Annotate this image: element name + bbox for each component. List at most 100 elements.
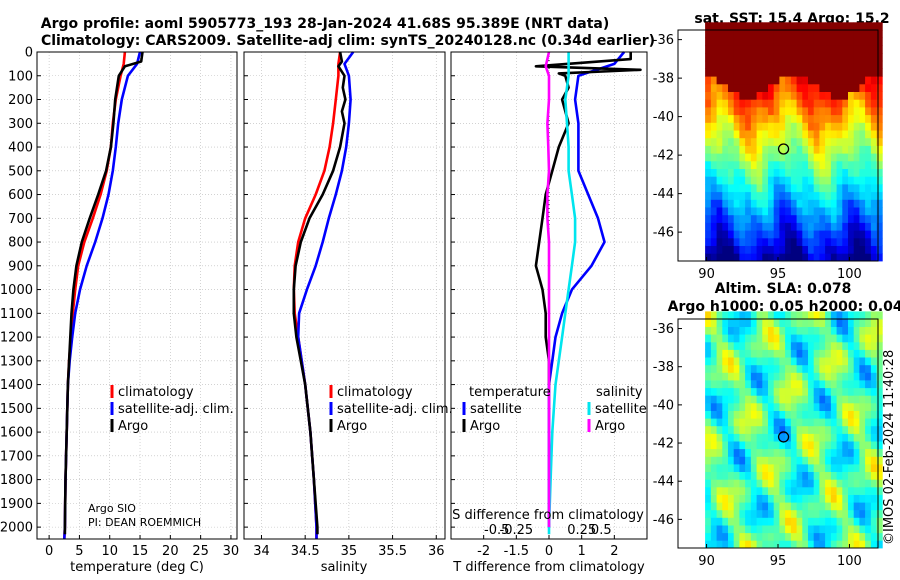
sst-cell (819, 199, 826, 208)
sla-cell (836, 357, 843, 366)
sst-cell (768, 53, 775, 62)
sla-cell (733, 403, 740, 411)
sst-cell (848, 207, 855, 216)
sst-cell (870, 22, 877, 31)
sst-cell (796, 214, 803, 223)
sst-cell (813, 76, 820, 85)
sst-cell (779, 30, 786, 39)
sla-cell (848, 418, 855, 427)
sla-cell (853, 433, 860, 442)
sst-cell (870, 207, 877, 216)
sst-cell (739, 114, 746, 123)
sla-cell (773, 403, 780, 411)
sla-cell (785, 532, 792, 541)
sst-cell (819, 245, 826, 254)
sst-cell (865, 191, 872, 200)
sla-cell (796, 410, 803, 419)
sst-cell (813, 83, 820, 92)
sst-cell (870, 237, 877, 246)
sla-cell (848, 532, 855, 541)
sla-cell (785, 341, 792, 350)
sst-cell (722, 145, 729, 154)
sst-cell (733, 145, 740, 154)
sla-cell (813, 509, 820, 518)
sla-cell (865, 448, 872, 457)
argo-pi-label: PI: DEAN ROEMMICH (88, 516, 201, 529)
sst-cell (825, 91, 832, 100)
sst-cell (876, 22, 883, 31)
sst-cell (859, 122, 866, 131)
sst-cell (848, 114, 855, 123)
sla-cell (830, 448, 837, 457)
sla-cell (710, 479, 717, 488)
sst-cell (745, 245, 752, 254)
sst-cell (796, 222, 803, 231)
sst-cell (722, 245, 729, 254)
sla-cell (865, 540, 872, 549)
sla-cell (870, 448, 877, 457)
sst-cell (750, 83, 757, 92)
sst-cell (705, 253, 712, 262)
sst-cell (842, 222, 849, 231)
sst-cell (773, 53, 780, 62)
sla-cell (825, 464, 832, 472)
map-x-tick-label: 95 (770, 554, 787, 569)
sst-cell (705, 60, 712, 69)
sst-cell (790, 137, 797, 146)
sst-cell (750, 53, 757, 62)
map-y-tick-label: -46 (653, 513, 674, 528)
sst-cell (825, 214, 832, 223)
sla-cell (733, 471, 740, 480)
sst-cell (779, 68, 786, 77)
sla-cell (870, 471, 877, 480)
sst-cell (779, 153, 786, 162)
sla-cell (790, 448, 797, 457)
sla-cell (836, 448, 843, 457)
sst-cell (716, 168, 723, 177)
sst-cell (790, 53, 797, 62)
sst-cell (813, 137, 820, 146)
y-tick-label: 500 (8, 164, 33, 179)
sla-cell (842, 471, 849, 480)
sla-cell (750, 319, 757, 327)
sst-cell (853, 214, 860, 223)
sla-cell (836, 525, 843, 534)
sst-cell (739, 207, 746, 216)
sla-cell (853, 334, 860, 343)
sst-cell (779, 199, 786, 208)
sla-cell (745, 372, 752, 381)
sla-cell (830, 319, 837, 327)
sst-cell (773, 22, 780, 31)
x-tick-label: 1 (578, 544, 586, 559)
sla-cell (853, 509, 860, 518)
sla-cell (825, 532, 832, 541)
sst-cell (865, 176, 872, 185)
sla-cell (865, 341, 872, 350)
sst-cell (813, 253, 820, 262)
sla-cell (848, 380, 855, 389)
sla-cell (836, 540, 843, 549)
x2-tick-label: -0.5 (484, 523, 509, 538)
sla-cell (848, 509, 855, 518)
sla-cell (762, 349, 769, 358)
sla-cell (779, 509, 786, 518)
sla-cell (813, 425, 820, 434)
sst-cell (779, 160, 786, 169)
sst-cell (819, 137, 826, 146)
sst-cell (790, 91, 797, 100)
y-tick-label: 1200 (0, 331, 33, 346)
sst-cell (710, 245, 717, 254)
sst-cell (710, 107, 717, 116)
sst-cell (750, 191, 757, 200)
sla-cell (802, 341, 809, 350)
sst-cell (739, 76, 746, 85)
sla-cell (819, 418, 826, 427)
sst-cell (842, 153, 849, 162)
sla-cell (848, 326, 855, 335)
sst-cell (773, 160, 780, 169)
sst-cell (808, 60, 815, 69)
sst-cell (785, 214, 792, 223)
sst-cell (716, 160, 723, 169)
sst-cell (705, 122, 712, 131)
sst-cell (722, 176, 729, 185)
